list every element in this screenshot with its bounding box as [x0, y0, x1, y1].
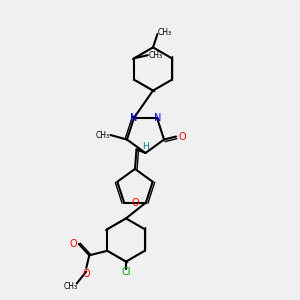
Text: Cl: Cl	[121, 267, 131, 277]
Text: O: O	[70, 239, 77, 249]
Text: N: N	[154, 113, 161, 123]
Text: H: H	[142, 142, 149, 151]
Text: CH₃: CH₃	[148, 51, 162, 60]
Text: CH₃: CH₃	[158, 28, 172, 37]
Text: O: O	[131, 197, 139, 208]
Text: O: O	[178, 131, 186, 142]
Text: O: O	[82, 269, 90, 279]
Text: CH₃: CH₃	[96, 130, 110, 140]
Text: N: N	[130, 113, 137, 123]
Text: CH₃: CH₃	[64, 282, 78, 291]
